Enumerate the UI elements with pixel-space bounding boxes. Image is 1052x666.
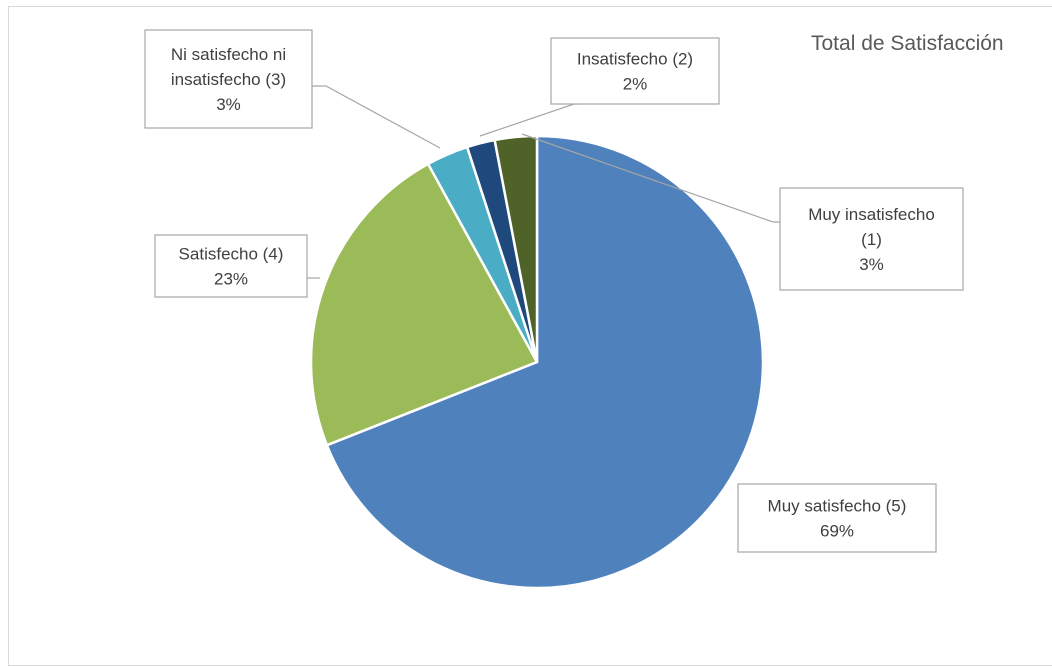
data-label-category-satisfecho: Satisfecho (4) [179,245,284,264]
data-label-category-ni-satisfecho-ni-insatisfecho: Ni satisfecho ni [171,45,286,64]
data-label-value-muy-insatisfecho: 3% [859,255,884,274]
data-label-category-muy-insatisfecho: (1) [861,230,882,249]
data-label-category-insatisfecho: Insatisfecho (2) [577,50,693,69]
callout-box-ni-satisfecho-ni-insatisfecho [144,29,313,129]
leader-line-muy-insatisfecho [521,133,780,223]
leader-line-ni-satisfecho-ni-insatisfecho [312,85,441,149]
pie-slice-muy-insatisfecho [493,134,539,364]
data-label-category-muy-satisfecho: Muy satisfecho (5) [768,497,907,516]
data-label-value-ni-satisfecho-ni-insatisfecho: 3% [216,95,241,114]
pie-chart: Muy satisfecho (5) 69% Satisfecho (4) 23% Ni… [144,29,964,590]
data-label-category-muy-insatisfecho: Muy insatisfecho [808,205,935,224]
chart-title: Total de Satisfacción [811,32,1004,55]
leader-line-insatisfecho [479,103,578,137]
pie-slice-muy-satisfecho [325,134,765,590]
data-label-value-satisfecho: 23% [214,270,248,289]
pie-slice-satisfecho [309,162,539,447]
callout-box-insatisfecho [550,37,720,105]
callout-box-satisfecho [154,234,308,298]
data-label-value-insatisfecho: 2% [623,75,648,94]
callout-box-muy-satisfecho [737,483,937,553]
data-label-category-ni-satisfecho-ni-insatisfecho: insatisfecho (3) [171,70,286,89]
callout-box-muy-insatisfecho [779,187,964,291]
data-label-value-muy-satisfecho: 69% [820,522,854,541]
